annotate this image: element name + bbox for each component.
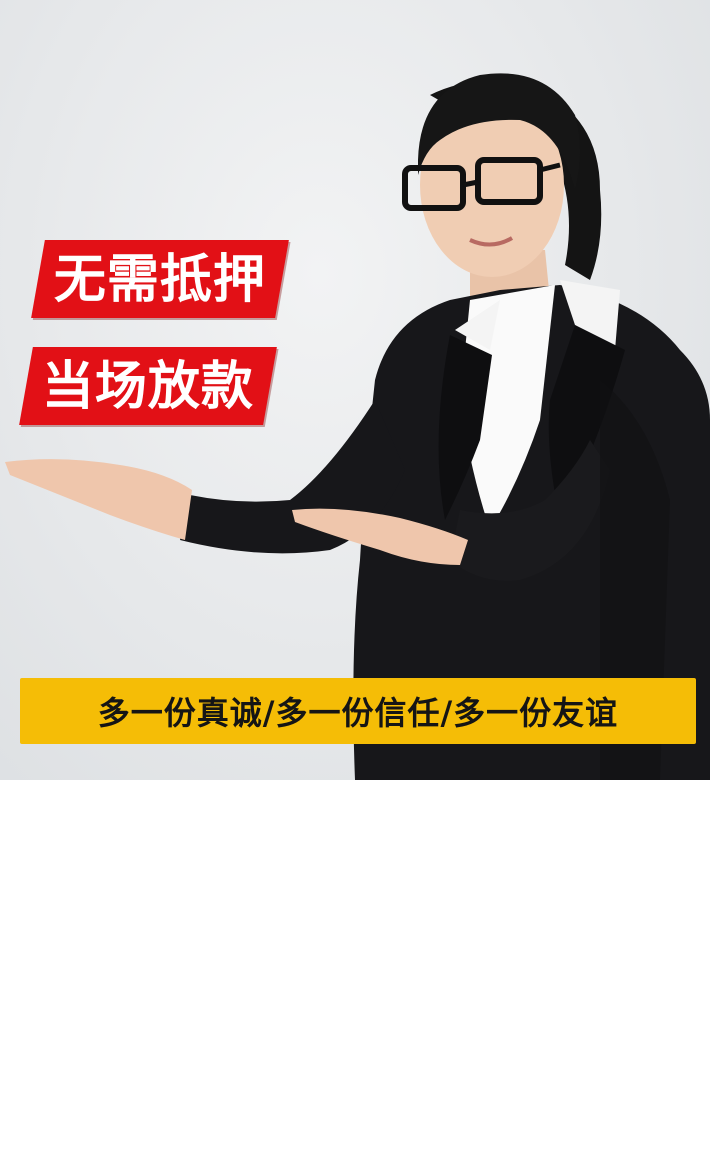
instant-loan-text: 当场放款 (41, 357, 254, 417)
businesswoman-illustration (5, 73, 710, 780)
no-collateral-text: 无需抵押 (53, 250, 266, 310)
promo-photo: 无需抵押 当场放款 多一份真诚/多一份信任/多一份友谊 (0, 0, 710, 780)
slogan-text: 多一份真诚/多一份信任/多一份友谊 (97, 694, 619, 732)
no-collateral-tag: 无需抵押 (31, 240, 289, 318)
instant-loan-tag: 当场放款 (19, 347, 277, 425)
blank-area (0, 780, 710, 1155)
slogan-bar: 多一份真诚/多一份信任/多一份友谊 (20, 678, 696, 744)
